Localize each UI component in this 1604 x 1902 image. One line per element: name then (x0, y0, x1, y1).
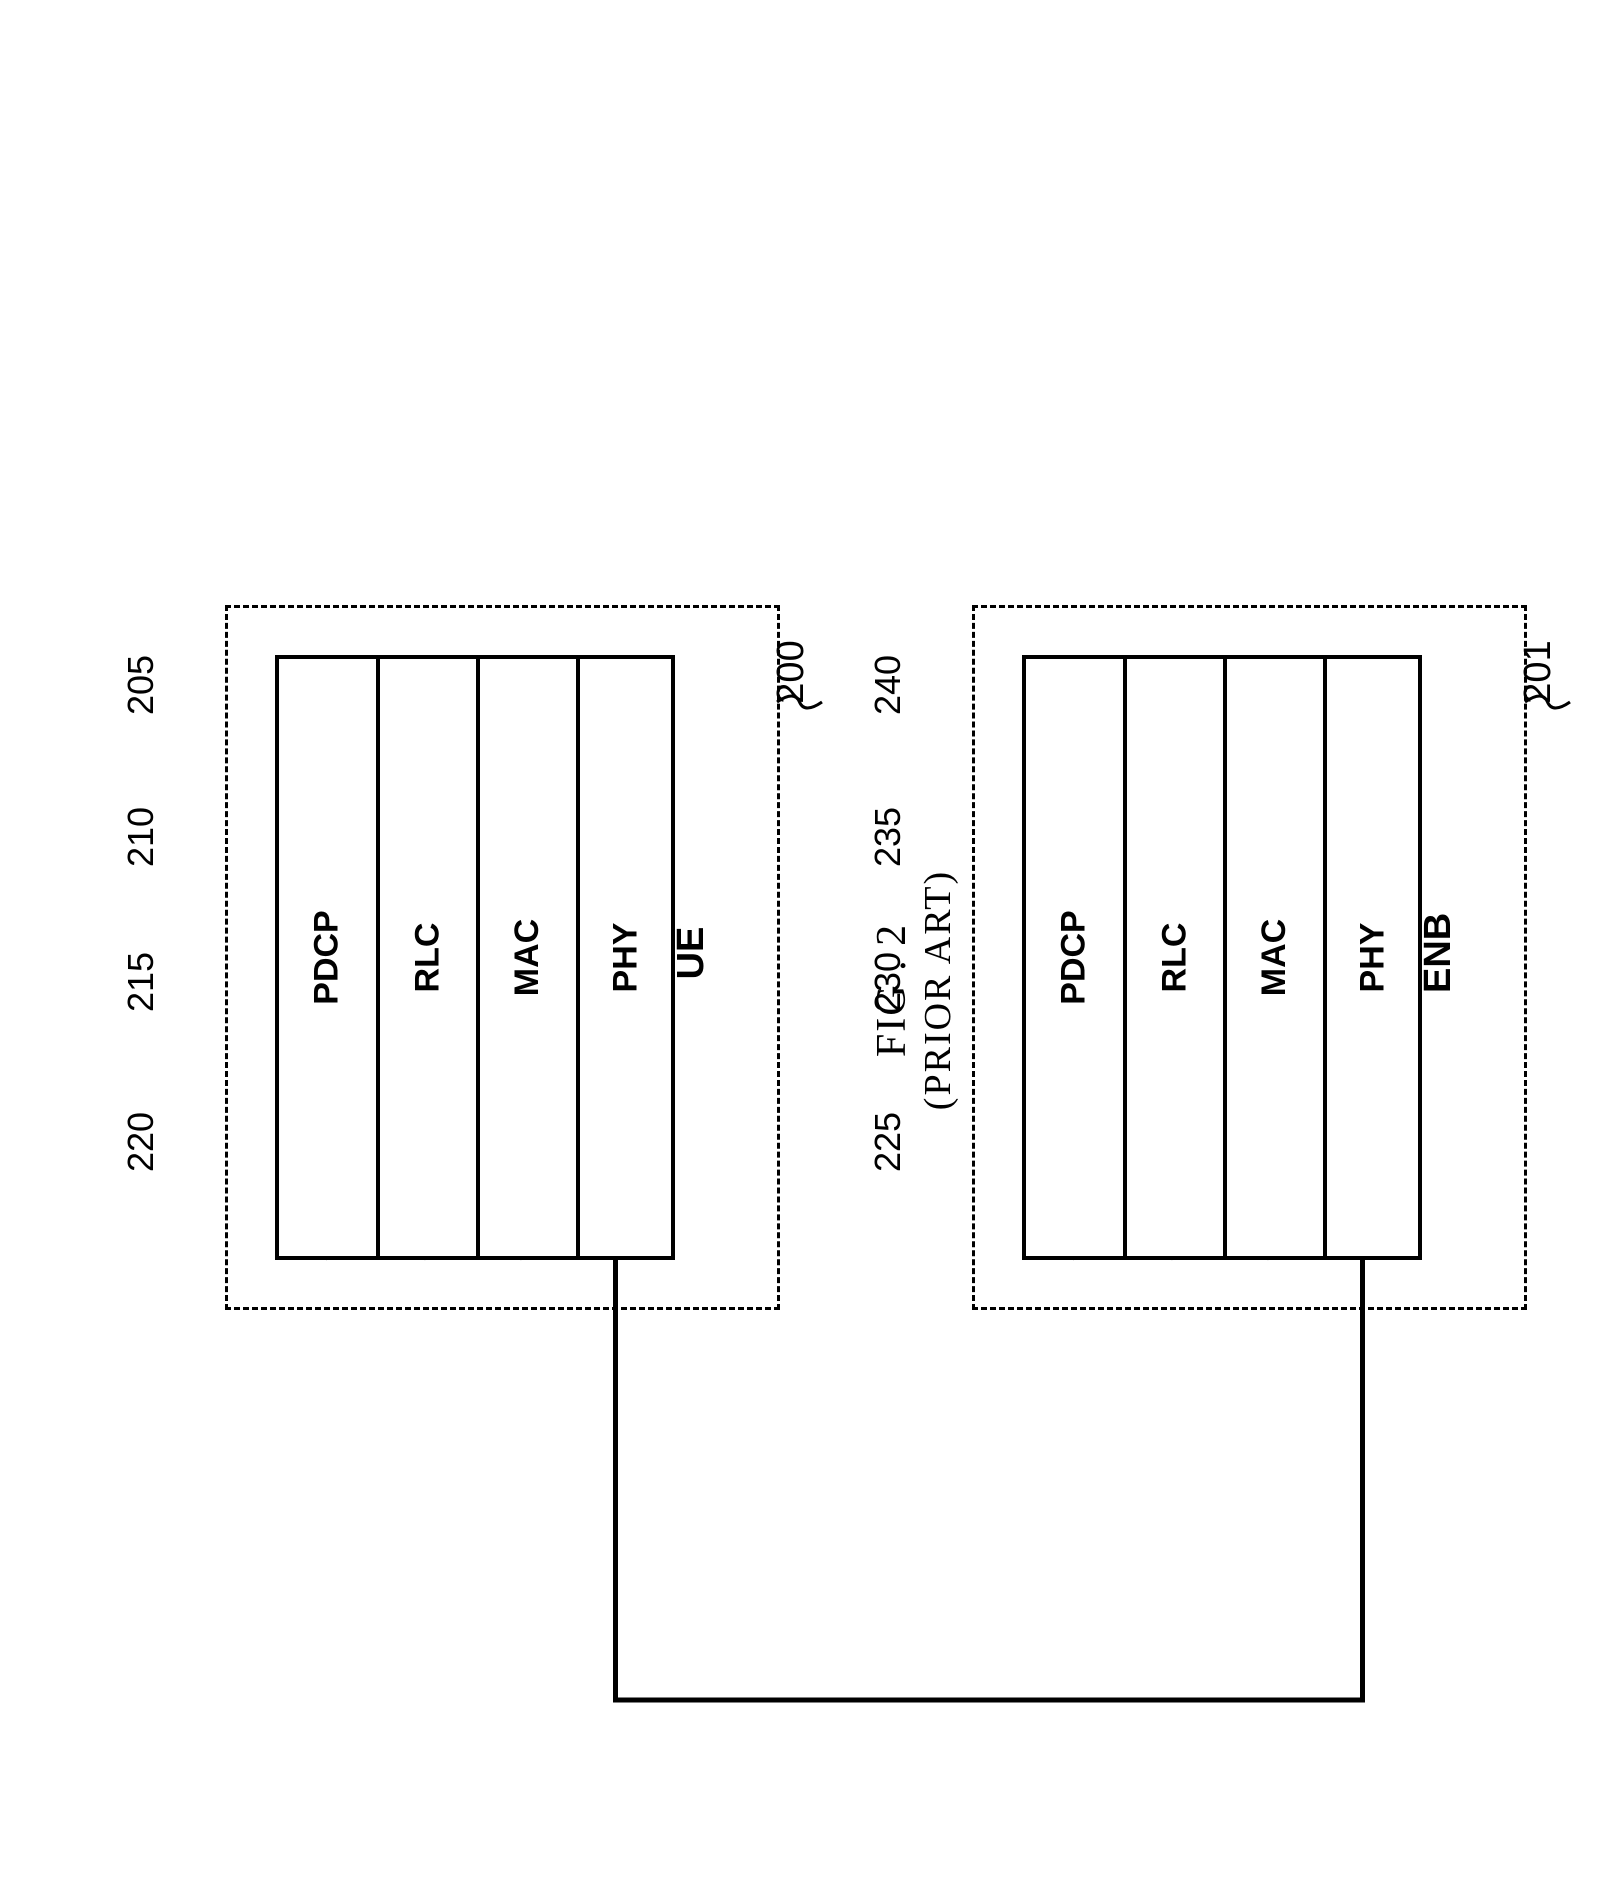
phy-connector (0, 0, 1604, 1902)
figure-canvas: FIG . 2(PRIOR ART)UE200205210215220PDCPR… (0, 0, 1604, 1902)
